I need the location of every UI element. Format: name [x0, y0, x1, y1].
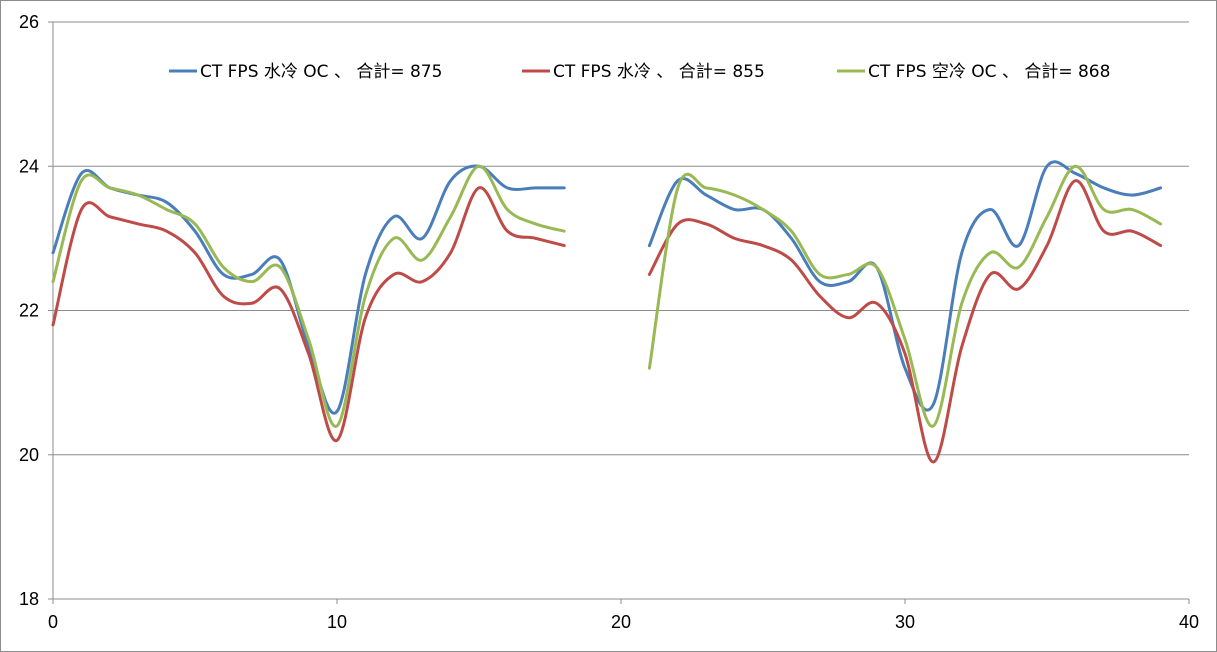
legend-label: CT FPS 水冷 OC 、 合計= 875: [200, 62, 442, 82]
series-1-line-segment-2: [647, 160, 1163, 412]
x-tick-label: 40: [1179, 612, 1199, 632]
x-tick-label: 0: [48, 612, 58, 632]
series-2-line-segment-2: [647, 179, 1163, 464]
series-1-line-segment-1: [51, 164, 566, 415]
legend-item-1: CT FPS 水冷 OC 、 合計= 875: [169, 62, 442, 82]
series-3-line-segment-1: [51, 164, 566, 428]
legend: CT FPS 水冷 OC 、 合計= 875 CT FPS 水冷 、 合計= 85…: [169, 62, 1110, 82]
y-tick-label: 20: [19, 445, 39, 465]
x-tick-label: 20: [611, 612, 631, 632]
series-lines: [51, 160, 1163, 464]
x-tick-label: 30: [895, 612, 915, 632]
series-3: [51, 164, 1163, 428]
y-tick-label: 24: [19, 156, 39, 176]
legend-item-3: CT FPS 空冷 OC 、 合計= 868: [837, 62, 1110, 82]
axes: 18 20 22 24 26 0 10 20 30 40: [19, 12, 1199, 632]
legend-label: CT FPS 水冷 、 合計= 855: [553, 62, 765, 82]
legend-label: CT FPS 空冷 OC 、 合計= 868: [868, 62, 1110, 82]
gridlines: [53, 21, 1189, 456]
legend-item-2: CT FPS 水冷 、 合計= 855: [522, 62, 765, 82]
series-2-line-segment-1: [51, 186, 566, 442]
series-1: [51, 160, 1163, 415]
y-tick-label: 22: [19, 301, 39, 321]
y-tick-label: 18: [19, 589, 39, 609]
series-2: [51, 179, 1163, 464]
x-tick-label: 10: [327, 612, 347, 632]
series-3-line-segment-2: [647, 164, 1163, 428]
y-tick-label: 26: [19, 12, 39, 32]
